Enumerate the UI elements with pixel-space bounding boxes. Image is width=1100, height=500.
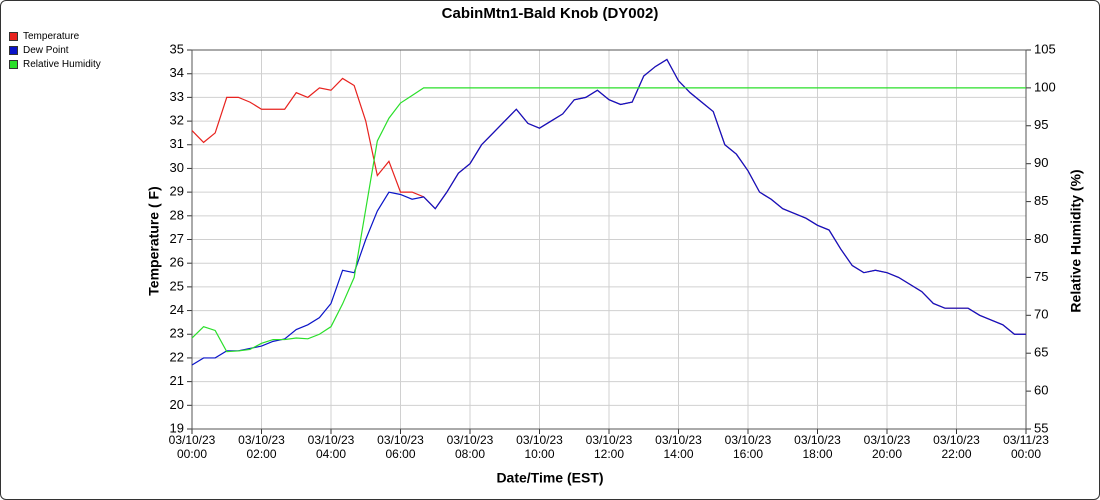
legend-entry: Dew Point <box>9 43 101 57</box>
y2-tick-label: 70 <box>1034 307 1048 322</box>
y-tick-label: 24 <box>170 302 184 317</box>
y-tick-label: 29 <box>170 184 184 199</box>
y-tick-label: 20 <box>170 397 184 412</box>
y-tick-label: 33 <box>170 89 184 104</box>
x-tick-label: 03/11/23 00:00 <box>1003 433 1049 461</box>
y-tick-label: 19 <box>170 420 184 435</box>
legend-entry: Temperature <box>9 29 101 43</box>
legend-label: Temperature <box>23 30 80 42</box>
legend-label: Dew Point <box>23 44 69 56</box>
y-tick-label: 22 <box>170 349 184 364</box>
y2-tick-label: 90 <box>1034 155 1048 170</box>
grid <box>191 49 1027 430</box>
x-tick-label: 03/10/23 00:00 <box>168 433 216 461</box>
x-tick-label: 03/10/23 08:00 <box>446 433 494 461</box>
x-tick-label: 03/10/23 02:00 <box>238 433 285 461</box>
x-tick-label: 03/10/23 22:00 <box>933 433 980 461</box>
y2-tick-label: 60 <box>1034 383 1048 398</box>
x-tick-label: 03/10/23 18:00 <box>794 433 841 461</box>
legend: Temperature Dew Point Relative Humidity <box>9 29 101 71</box>
legend-entry: Relative Humidity <box>9 57 101 71</box>
x-tick-label: 03/10/23 16:00 <box>724 433 772 461</box>
x-tick-label: 03/10/23 20:00 <box>863 433 911 461</box>
x-tick-label: 03/10/23 04:00 <box>307 433 355 461</box>
plot-frame <box>191 49 1027 430</box>
y2-tick-label: 95 <box>1034 117 1048 132</box>
y-tick-label: 23 <box>170 326 184 341</box>
y-tick-label: 28 <box>170 207 184 222</box>
y-tick-label: 30 <box>170 160 184 175</box>
y2-tick-label: 65 <box>1034 345 1048 360</box>
y-tick-label: 32 <box>170 113 184 128</box>
y-tick-label: 35 <box>170 41 184 56</box>
y2-tick-label: 80 <box>1034 231 1048 246</box>
y-tick-label: 21 <box>170 373 184 388</box>
y-tick-label: 31 <box>170 136 184 151</box>
y-tick-label: 25 <box>170 278 184 293</box>
y-tick-label: 34 <box>170 65 184 80</box>
x-tick-label: 03/10/23 12:00 <box>585 433 633 461</box>
y2-tick-label: 85 <box>1034 193 1048 208</box>
y2-tick-label: 55 <box>1034 420 1048 435</box>
y2-tick-label: 75 <box>1034 269 1048 284</box>
y-tick-label: 26 <box>170 255 184 270</box>
x-axis-label: Date/Time (EST) <box>496 470 603 486</box>
y2-axis-label: Relative Humidity (%) <box>1068 169 1084 312</box>
y-tick-label: 27 <box>170 231 184 246</box>
legend-label: Relative Humidity <box>23 58 101 70</box>
x-tick-label: 03/10/23 14:00 <box>655 433 702 461</box>
legend-swatch <box>9 59 18 69</box>
y2-tick-label: 100 <box>1034 79 1056 94</box>
legend-swatch <box>9 31 18 41</box>
legend-swatch <box>9 45 18 55</box>
series-line <box>191 87 1026 353</box>
x-tick-label: 03/10/23 10:00 <box>516 433 563 461</box>
x-tick-label: 03/10/23 06:00 <box>377 433 424 461</box>
series-line <box>191 58 1026 366</box>
chart-title: CabinMtn1-Bald Knob (DY002) <box>442 5 659 22</box>
y-axis-label: Temperature ( F) <box>146 186 162 295</box>
y2-tick-label: 105 <box>1034 41 1056 56</box>
